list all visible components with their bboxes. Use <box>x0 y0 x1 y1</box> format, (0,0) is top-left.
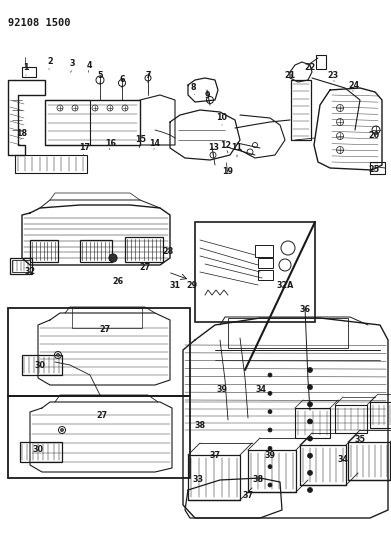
Text: 23: 23 <box>327 70 339 79</box>
Circle shape <box>109 254 117 262</box>
Text: 34: 34 <box>337 456 348 464</box>
Text: 3: 3 <box>69 60 75 69</box>
Text: 4: 4 <box>86 61 92 69</box>
Circle shape <box>268 446 272 450</box>
Text: 17: 17 <box>79 143 90 152</box>
Text: 34: 34 <box>255 385 267 394</box>
Circle shape <box>268 483 272 487</box>
Text: 9: 9 <box>204 91 210 100</box>
Text: 31: 31 <box>170 280 181 289</box>
Text: 7: 7 <box>145 70 151 79</box>
Circle shape <box>307 436 312 441</box>
Text: 13: 13 <box>208 142 219 151</box>
Bar <box>255 245 273 257</box>
Bar <box>258 258 273 268</box>
Bar <box>370 162 385 174</box>
Bar <box>20 442 62 462</box>
Circle shape <box>268 373 272 377</box>
Text: 39: 39 <box>217 385 228 394</box>
Bar <box>22 355 62 375</box>
Text: 22: 22 <box>304 63 316 72</box>
Circle shape <box>268 410 272 414</box>
Bar <box>228 318 348 348</box>
Text: 11: 11 <box>231 143 242 152</box>
Bar <box>45 100 140 145</box>
Bar <box>15 155 87 173</box>
Text: 21: 21 <box>284 71 296 80</box>
Text: 29: 29 <box>187 280 197 289</box>
Text: 37: 37 <box>242 490 253 499</box>
Text: 33: 33 <box>192 475 203 484</box>
Circle shape <box>307 453 312 458</box>
Text: 32: 32 <box>24 268 36 277</box>
Text: 2: 2 <box>47 58 53 67</box>
Bar <box>12 260 30 272</box>
Bar <box>335 405 367 433</box>
Text: 24: 24 <box>348 80 360 90</box>
Text: 36: 36 <box>300 305 310 314</box>
Bar <box>10 258 32 274</box>
Text: 38: 38 <box>253 475 264 484</box>
Circle shape <box>307 385 312 390</box>
Text: 32A: 32A <box>276 280 294 289</box>
Bar <box>8 396 190 478</box>
Text: 20: 20 <box>368 131 380 140</box>
Bar <box>300 445 346 485</box>
Text: 15: 15 <box>136 135 147 144</box>
Text: 35: 35 <box>355 435 366 445</box>
Bar <box>195 222 315 322</box>
Text: 1: 1 <box>23 62 29 71</box>
Circle shape <box>61 429 63 432</box>
Text: 27: 27 <box>140 263 151 272</box>
Bar <box>125 237 163 262</box>
Text: 92108 1500: 92108 1500 <box>8 18 70 28</box>
Text: 39: 39 <box>264 450 276 459</box>
Bar <box>370 402 391 428</box>
Bar <box>258 270 273 280</box>
Circle shape <box>307 419 312 424</box>
Bar <box>348 442 390 480</box>
Text: 16: 16 <box>106 139 117 148</box>
Circle shape <box>307 402 312 407</box>
Bar <box>248 450 296 492</box>
Text: 6: 6 <box>119 76 125 85</box>
Bar <box>80 240 112 262</box>
Text: 8: 8 <box>190 84 196 93</box>
Circle shape <box>268 391 272 395</box>
Text: 38: 38 <box>194 421 206 430</box>
Text: 10: 10 <box>217 114 228 123</box>
Circle shape <box>268 465 272 469</box>
Text: 30: 30 <box>34 360 45 369</box>
Text: 28: 28 <box>162 247 174 256</box>
Text: 19: 19 <box>222 167 233 176</box>
Text: 27: 27 <box>99 326 111 335</box>
Text: 37: 37 <box>210 450 221 459</box>
Text: 30: 30 <box>32 446 43 455</box>
Text: 25: 25 <box>368 166 380 174</box>
Bar <box>188 455 240 500</box>
Bar <box>72 308 142 328</box>
Bar <box>295 408 330 438</box>
Circle shape <box>268 428 272 432</box>
Bar <box>30 240 58 262</box>
Bar <box>22 67 36 77</box>
Bar <box>316 55 326 69</box>
Text: 14: 14 <box>149 139 160 148</box>
Bar <box>291 80 311 140</box>
Text: 18: 18 <box>16 128 27 138</box>
Circle shape <box>307 470 312 475</box>
Text: 12: 12 <box>221 141 231 149</box>
Circle shape <box>307 367 312 373</box>
Circle shape <box>57 353 59 357</box>
Text: 5: 5 <box>97 70 103 79</box>
Bar <box>8 308 190 396</box>
Text: 26: 26 <box>113 278 124 287</box>
Circle shape <box>307 488 312 492</box>
Text: 27: 27 <box>97 410 108 419</box>
